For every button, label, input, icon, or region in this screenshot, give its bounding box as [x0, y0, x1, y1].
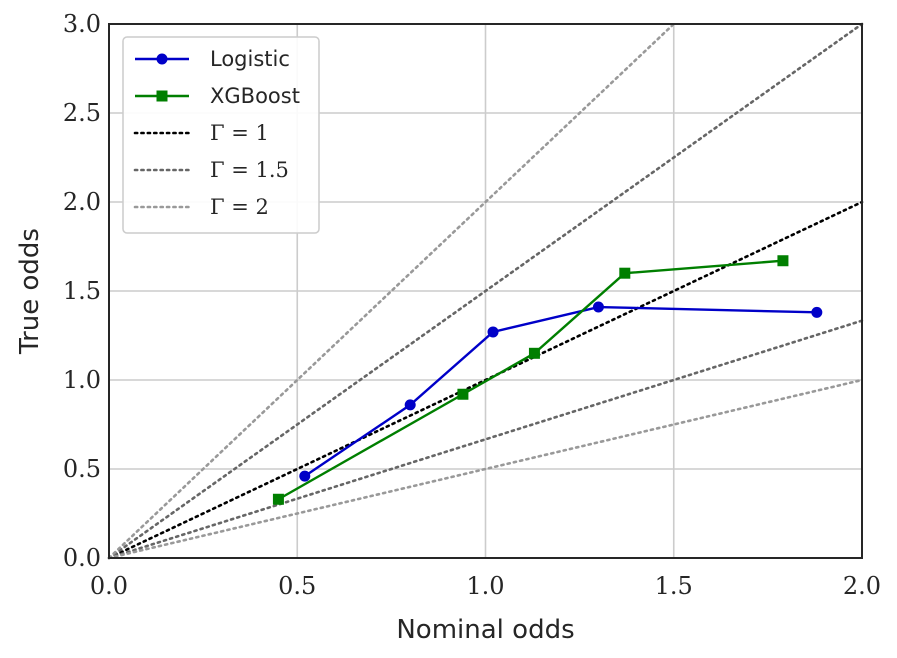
point-xgboost-0 — [272, 493, 284, 505]
legend-label-logistic: Logistic — [210, 47, 290, 71]
plot-frame — [108, 23, 863, 559]
legend-label-1-5: Γ = 1.5 — [210, 158, 289, 182]
series-layer — [272, 255, 823, 505]
reference-line-2-0 — [107, 22, 676, 560]
point-logistic-1 — [404, 399, 416, 411]
y-tick-label-6: 3.0 — [63, 10, 101, 38]
reference-line-1-1 — [107, 319, 864, 560]
legend-label-1: Γ = 1 — [210, 121, 269, 145]
legend-label-xgboost: XGBoost — [210, 84, 300, 108]
legend: Logistic XGBoost Γ = 1 Γ = 1.5 Γ = 2 — [122, 36, 320, 234]
tick-labels: 0.0 0.5 1.0 1.5 2.0 0.0 0.5 1.0 1.5 2.0 2.5 3.0 — [63, 10, 881, 600]
x-tick-label-2: 1.0 — [466, 572, 504, 600]
y-tick-label-0: 0.0 — [63, 544, 101, 572]
x-axis-label: Nominal odds — [396, 615, 574, 645]
legend-marker-1 — [156, 90, 168, 102]
point-logistic-4 — [811, 306, 823, 318]
point-xgboost-3 — [619, 267, 631, 279]
series-line-logistic — [304, 305, 817, 478]
y-tick-label-1: 0.5 — [63, 455, 101, 483]
reference-line-1-0 — [107, 22, 864, 560]
y-tick-label-3: 1.5 — [63, 277, 101, 305]
y-tick-label-5: 2.5 — [63, 99, 101, 127]
point-logistic-2 — [487, 326, 499, 338]
reference-line-2-1 — [107, 378, 864, 560]
x-tick-label-0: 0.0 — [90, 572, 128, 600]
x-tick-label-4: 2.0 — [843, 572, 881, 600]
x-tick-label-1: 0.5 — [278, 572, 316, 600]
point-xgboost-1 — [457, 388, 469, 400]
y-axis-label: True odds — [15, 228, 45, 355]
point-xgboost-4 — [777, 255, 789, 267]
point-logistic-3 — [592, 301, 604, 313]
x-tick-label-3: 1.5 — [655, 572, 693, 600]
point-logistic-0 — [299, 470, 311, 482]
legend-label-2: Γ = 2 — [210, 195, 269, 219]
y-tick-label-2: 1.0 — [63, 366, 101, 394]
legend-marker-0 — [156, 53, 168, 65]
legend-box — [122, 36, 320, 234]
y-tick-label-4: 2.0 — [63, 188, 101, 216]
point-xgboost-2 — [528, 347, 540, 359]
